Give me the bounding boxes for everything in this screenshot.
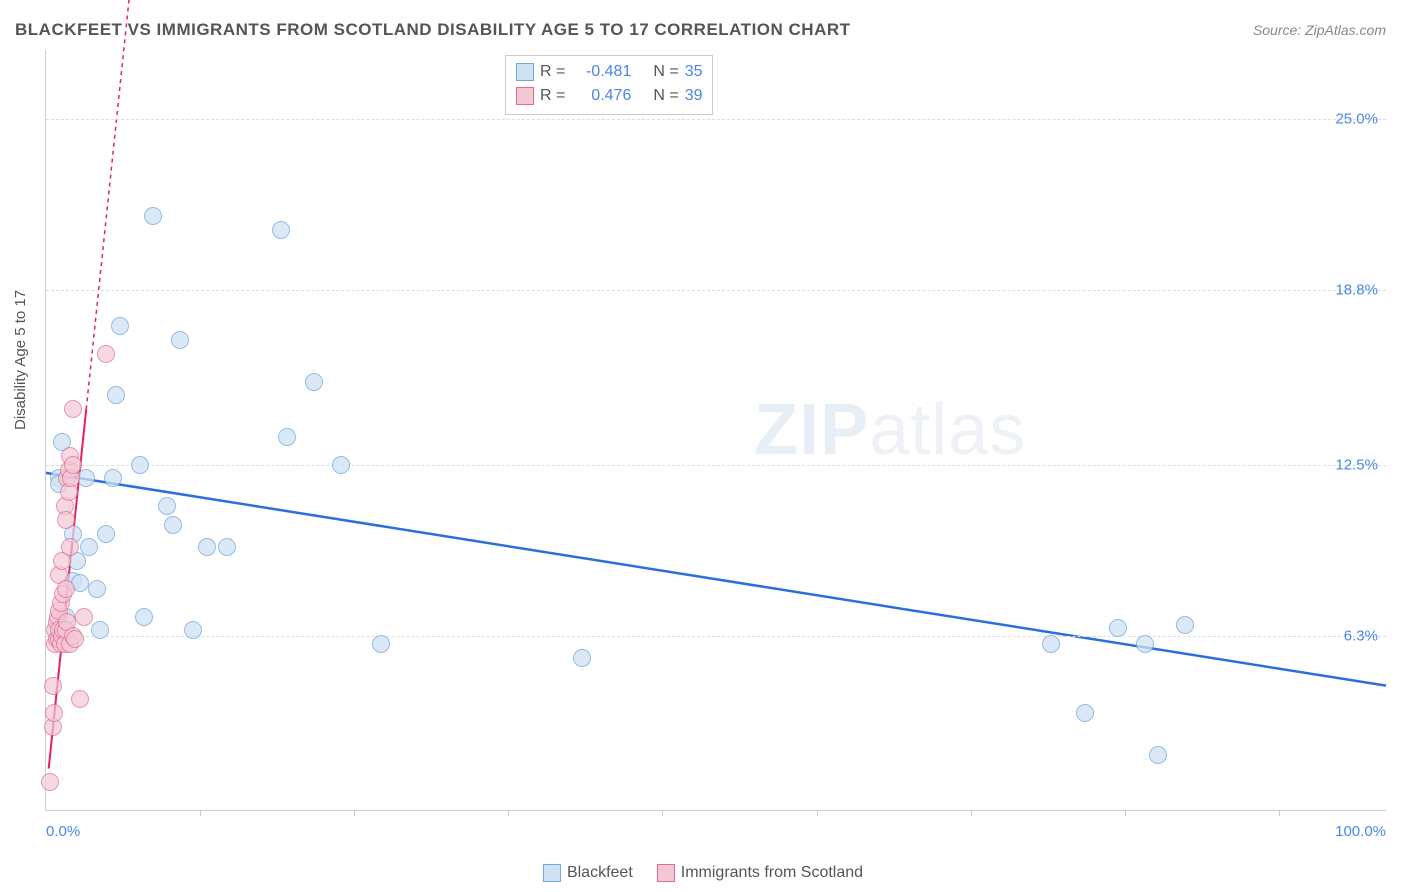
x-tick (508, 810, 509, 816)
legend-swatch (516, 87, 534, 105)
correlation-legend: R =-0.481 N = 35 R =0.476 N = 39 (505, 55, 713, 115)
blackfeet-point (158, 497, 176, 515)
n-label: N = (653, 84, 678, 108)
x-tick (971, 810, 972, 816)
scotland-point (64, 456, 82, 474)
r-value: 0.476 (571, 84, 631, 108)
blackfeet-point (573, 649, 591, 667)
blackfeet-point (144, 207, 162, 225)
blackfeet-point (305, 373, 323, 391)
scotland-point (97, 345, 115, 363)
blackfeet-point (135, 608, 153, 626)
scotland-point (57, 580, 75, 598)
scotland-point (66, 630, 84, 648)
x-tick (200, 810, 201, 816)
x-axis-min-label: 0.0% (46, 823, 80, 840)
x-tick (1279, 810, 1280, 816)
blackfeet-point (1109, 619, 1127, 637)
blackfeet-point (184, 621, 202, 639)
n-value: 39 (685, 84, 703, 108)
blackfeet-point (198, 538, 216, 556)
blackfeet-point (372, 635, 390, 653)
source-attribution: Source: ZipAtlas.com (1253, 22, 1386, 38)
series-legend: Blackfeet Immigrants from Scotland (543, 864, 863, 882)
scotland-point (75, 608, 93, 626)
source-name: ZipAtlas.com (1305, 22, 1386, 38)
legend-swatch (657, 864, 675, 882)
x-tick (817, 810, 818, 816)
gridline (46, 119, 1386, 120)
blackfeet-point (91, 621, 109, 639)
scotland-point (71, 690, 89, 708)
scotland-point (64, 400, 82, 418)
y-axis-title: Disability Age 5 to 17 (12, 290, 29, 430)
blackfeet-point (131, 456, 149, 474)
legend-row-blackfeet: R =-0.481 N = 35 (516, 60, 702, 84)
scotland-point (44, 677, 62, 695)
scotland-point (61, 538, 79, 556)
legend-swatch (516, 63, 534, 81)
blackfeet-point (107, 386, 125, 404)
blackfeet-point (80, 538, 98, 556)
r-label: R = (540, 60, 565, 84)
n-label: N = (653, 60, 678, 84)
blackfeet-point (88, 580, 106, 598)
y-tick-label: 25.0% (1335, 111, 1378, 128)
blackfeet-point (1136, 635, 1154, 653)
blackfeet-point (272, 221, 290, 239)
y-tick-label: 12.5% (1335, 456, 1378, 473)
trend-lines (46, 50, 1386, 810)
blackfeet-point (218, 538, 236, 556)
blackfeet-point (1076, 704, 1094, 722)
source-prefix: Source: (1253, 22, 1305, 38)
series-legend-blackfeet: Blackfeet (543, 864, 633, 882)
series-legend-scotland: Immigrants from Scotland (657, 864, 863, 882)
gridline (46, 465, 1386, 466)
x-tick (662, 810, 663, 816)
x-axis-max-label: 100.0% (1335, 823, 1386, 840)
blackfeet-point (164, 516, 182, 534)
r-value: -0.481 (571, 60, 631, 84)
chart-title: BLACKFEET VS IMMIGRANTS FROM SCOTLAND DI… (15, 20, 851, 40)
trend-line (46, 473, 1386, 686)
scatter-plot-area: ZIPatlas 0.0% 100.0% 6.3%12.5%18.8%25.0% (45, 50, 1386, 811)
x-tick (354, 810, 355, 816)
y-tick-label: 6.3% (1344, 627, 1378, 644)
blackfeet-point (1149, 746, 1167, 764)
x-tick (1125, 810, 1126, 816)
blackfeet-point (171, 331, 189, 349)
blackfeet-point (1042, 635, 1060, 653)
blackfeet-point (97, 525, 115, 543)
blackfeet-point (1176, 616, 1194, 634)
series-label: Blackfeet (567, 864, 633, 882)
legend-swatch (543, 864, 561, 882)
legend-row-scotland: R =0.476 N = 39 (516, 84, 702, 108)
scotland-point (41, 773, 59, 791)
blackfeet-point (278, 428, 296, 446)
scotland-point (57, 511, 75, 529)
blackfeet-point (111, 317, 129, 335)
r-label: R = (540, 84, 565, 108)
scotland-point (45, 704, 63, 722)
gridline (46, 636, 1386, 637)
n-value: 35 (685, 60, 703, 84)
series-label: Immigrants from Scotland (681, 864, 863, 882)
y-tick-label: 18.8% (1335, 282, 1378, 299)
trend-line (86, 0, 160, 409)
blackfeet-point (332, 456, 350, 474)
gridline (46, 290, 1386, 291)
blackfeet-point (104, 469, 122, 487)
